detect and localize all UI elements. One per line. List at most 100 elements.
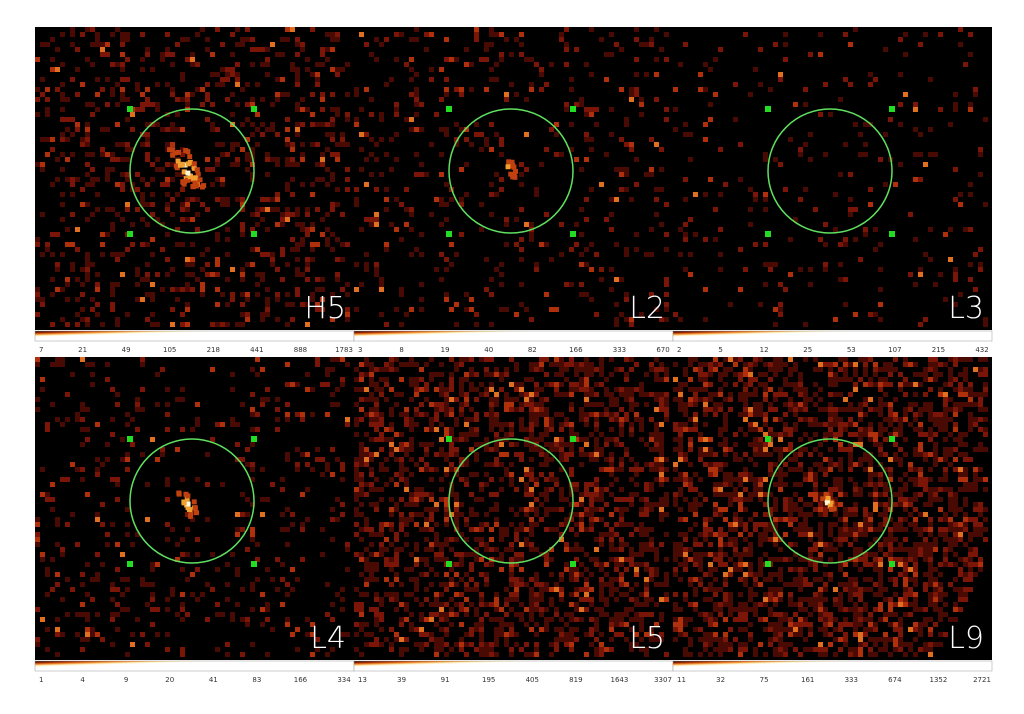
pixel xyxy=(778,477,783,482)
pixel xyxy=(454,397,459,402)
pixel xyxy=(624,252,629,257)
pixel xyxy=(195,197,200,202)
pixel xyxy=(833,377,838,382)
pixel xyxy=(100,522,105,527)
source-pixel xyxy=(191,165,197,171)
pixel xyxy=(310,27,315,32)
pixel xyxy=(340,212,345,217)
pixel xyxy=(150,592,155,597)
pixel xyxy=(469,492,474,497)
pixel xyxy=(798,617,803,622)
pixel xyxy=(564,47,569,52)
pixel xyxy=(215,322,220,327)
pixel xyxy=(529,487,534,492)
colorbar-tick-label: 25 xyxy=(803,346,812,354)
source-pixel xyxy=(187,154,193,160)
pixel xyxy=(55,517,60,522)
pixel xyxy=(60,217,65,222)
pixel xyxy=(275,317,280,322)
pixel xyxy=(758,412,763,417)
pixel xyxy=(763,362,768,367)
pixel xyxy=(843,372,848,377)
pixel xyxy=(295,67,300,72)
pixel xyxy=(479,617,484,622)
pixel xyxy=(594,562,599,567)
pixel xyxy=(683,652,688,657)
pixel xyxy=(265,57,270,62)
pixel xyxy=(838,567,843,572)
colorbar-tick-label: 4 xyxy=(80,676,85,684)
pixel xyxy=(409,517,414,522)
pixel xyxy=(649,447,654,452)
pixel xyxy=(474,452,479,457)
pixel xyxy=(399,602,404,607)
pixel xyxy=(285,452,290,457)
pixel xyxy=(743,407,748,412)
pixel xyxy=(60,252,65,257)
pixel xyxy=(783,532,788,537)
pixel xyxy=(828,532,833,537)
pixel xyxy=(693,472,698,477)
pixel xyxy=(833,432,838,437)
source-pixel xyxy=(188,509,194,515)
pixel xyxy=(345,62,350,67)
pixel xyxy=(619,422,624,427)
pixel xyxy=(335,202,340,207)
pixel xyxy=(285,127,290,132)
pixel xyxy=(539,437,544,442)
pixel xyxy=(444,202,449,207)
pixel xyxy=(374,577,379,582)
pixel xyxy=(958,292,963,297)
pixel xyxy=(85,277,90,282)
pixel xyxy=(614,412,619,417)
pixel xyxy=(584,577,589,582)
pixel xyxy=(798,267,803,272)
pixel xyxy=(698,552,703,557)
pixel xyxy=(743,547,748,552)
pixel xyxy=(609,492,614,497)
pixel xyxy=(444,127,449,132)
pixel xyxy=(280,247,285,252)
pixel xyxy=(464,632,469,637)
pixel xyxy=(728,542,733,547)
pixel xyxy=(788,507,793,512)
pixel xyxy=(629,647,634,652)
pixel xyxy=(399,497,404,502)
pixel xyxy=(529,467,534,472)
pixel xyxy=(639,612,644,617)
pixel xyxy=(155,562,160,567)
pixel xyxy=(459,647,464,652)
pixel xyxy=(619,407,624,412)
source-pixel xyxy=(183,148,189,154)
pixel xyxy=(140,202,145,207)
pixel xyxy=(589,72,594,77)
pixel xyxy=(599,537,604,542)
pixel xyxy=(315,277,320,282)
pixel xyxy=(524,167,529,172)
pixel xyxy=(509,432,514,437)
pixel xyxy=(838,542,843,547)
pixel xyxy=(464,482,469,487)
pixel xyxy=(320,92,325,97)
pixel xyxy=(125,457,130,462)
pixel xyxy=(379,462,384,467)
pixel xyxy=(449,57,454,62)
pixel xyxy=(489,42,494,47)
pixel xyxy=(474,397,479,402)
pixel xyxy=(160,247,165,252)
pixel xyxy=(50,277,55,282)
pixel xyxy=(828,492,833,497)
pixel xyxy=(733,372,738,377)
pixel xyxy=(808,452,813,457)
pixel xyxy=(683,402,688,407)
pixel xyxy=(838,447,843,452)
pixel xyxy=(389,367,394,372)
pixel xyxy=(828,362,833,367)
pixel xyxy=(165,182,170,187)
pixel xyxy=(260,217,265,222)
pixel xyxy=(778,312,783,317)
pixel xyxy=(609,32,614,37)
pixel xyxy=(185,207,190,212)
pixel xyxy=(494,402,499,407)
pixel xyxy=(768,462,773,467)
